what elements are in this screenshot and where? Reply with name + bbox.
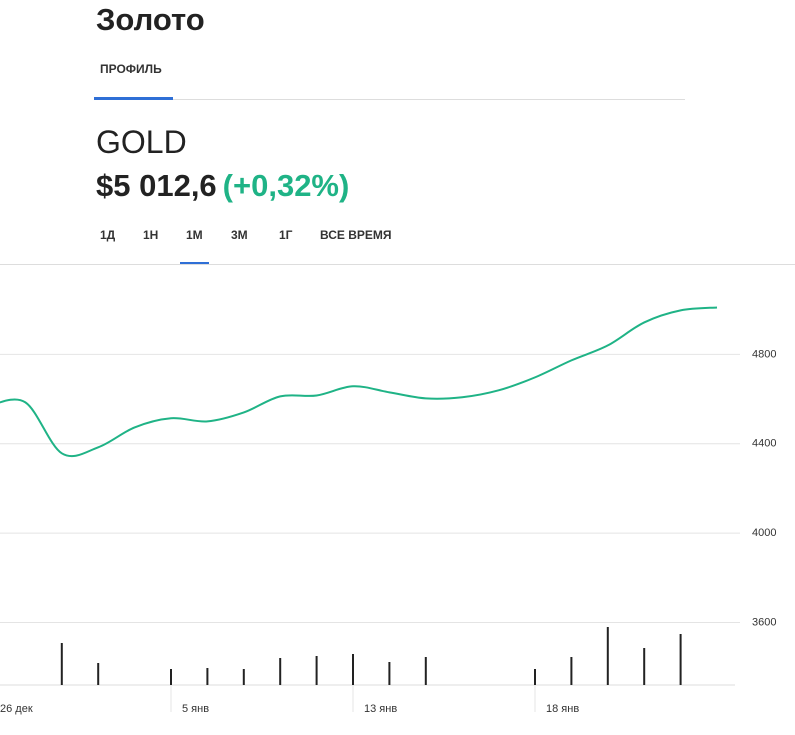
volume-bar	[388, 662, 391, 685]
x-tick-label: 26 дек	[0, 703, 33, 715]
period-underline	[180, 262, 209, 265]
volume-bar	[424, 657, 427, 685]
volume-bar	[279, 658, 282, 685]
period-tab[interactable]: ВСЕ ВРЕМЯ	[320, 228, 392, 242]
y-tick-label: 4800	[752, 348, 776, 360]
volume-bar	[206, 668, 209, 685]
volume-bar	[315, 656, 318, 685]
change: (+0,32%)	[222, 168, 350, 203]
period-tab[interactable]: 1М	[186, 228, 203, 242]
period-tab[interactable]: 1Д	[100, 228, 116, 242]
divider	[94, 99, 685, 100]
ticker: GOLD	[96, 124, 187, 160]
volume-bar	[534, 669, 536, 685]
y-tick-label: 3600	[752, 616, 776, 628]
volume-bar	[570, 657, 573, 685]
volume-bar	[60, 643, 63, 685]
volume-bar	[643, 648, 646, 685]
y-tick-label: 4400	[752, 438, 776, 450]
period-tab[interactable]: 3М	[231, 228, 248, 242]
x-tick-label: 13 янв	[364, 703, 397, 715]
page-title: Золото	[96, 2, 205, 37]
divider	[0, 264, 795, 265]
period-tab[interactable]: 1Н	[143, 228, 159, 242]
volume-bar	[679, 634, 682, 685]
price-line	[0, 306, 718, 458]
y-tick-label: 4000	[752, 527, 776, 539]
volume-bar	[352, 654, 354, 685]
tab-underline	[94, 97, 173, 100]
volume-bar	[606, 627, 609, 685]
tab[interactable]: ПРОФИЛЬ	[100, 62, 162, 76]
volume-bar	[242, 669, 245, 685]
x-tick-label: 5 янв	[182, 703, 209, 715]
price-row: $5 012,6 (+0,32%)	[96, 168, 349, 204]
volume-bar	[97, 663, 100, 685]
price: $5 012,6	[96, 168, 217, 203]
volume-bar	[170, 669, 172, 685]
period-tab[interactable]: 1Г	[279, 228, 293, 242]
x-tick-label: 18 янв	[546, 703, 579, 715]
